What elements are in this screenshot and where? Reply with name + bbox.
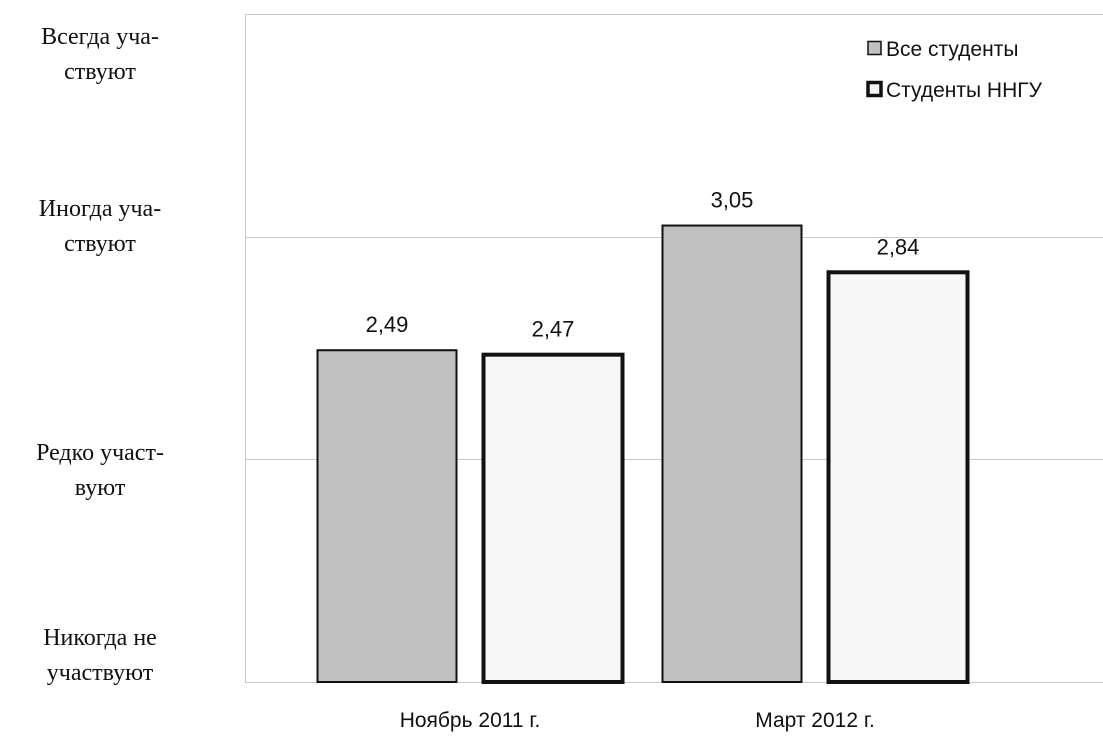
y-tick-label: Никогда не участвуют <box>43 625 157 686</box>
y-tick-label: Иногда уча-ствуют <box>39 196 161 257</box>
legend-label: Студенты ННГУ <box>886 79 1043 102</box>
bar-nngu-students <box>481 352 625 684</box>
bars <box>316 224 970 684</box>
x-tick-label: Ноябрь 2011 г. <box>400 709 541 732</box>
legend: Все студенты Студенты ННГУ <box>866 38 1043 102</box>
legend-label: Все студенты <box>886 38 1018 61</box>
legend-swatch <box>867 40 882 56</box>
legend-swatch <box>866 80 883 98</box>
x-tick-label: Март 2012 г. <box>755 709 875 732</box>
data-label: 2,84 <box>877 234 920 259</box>
bar-nngu-students <box>826 270 970 684</box>
data-label: 2,49 <box>366 312 409 337</box>
y-tick-label: Всегда уча-ствуют <box>41 24 159 85</box>
y-axis-labels: Всегда уча-ствуют Иногда уча-ствуют Редко … <box>36 24 164 686</box>
data-label: 2,47 <box>532 317 575 342</box>
bar-all-students <box>316 349 458 683</box>
bar-all-students <box>661 224 803 684</box>
y-tick-label: Редко участ-вуют <box>36 440 164 501</box>
data-labels: 2,49 2,47 3,05 2,84 <box>366 188 920 342</box>
x-axis-labels: Ноябрь 2011 г. Март 2012 г. <box>400 709 875 732</box>
data-label: 3,05 <box>711 188 754 213</box>
